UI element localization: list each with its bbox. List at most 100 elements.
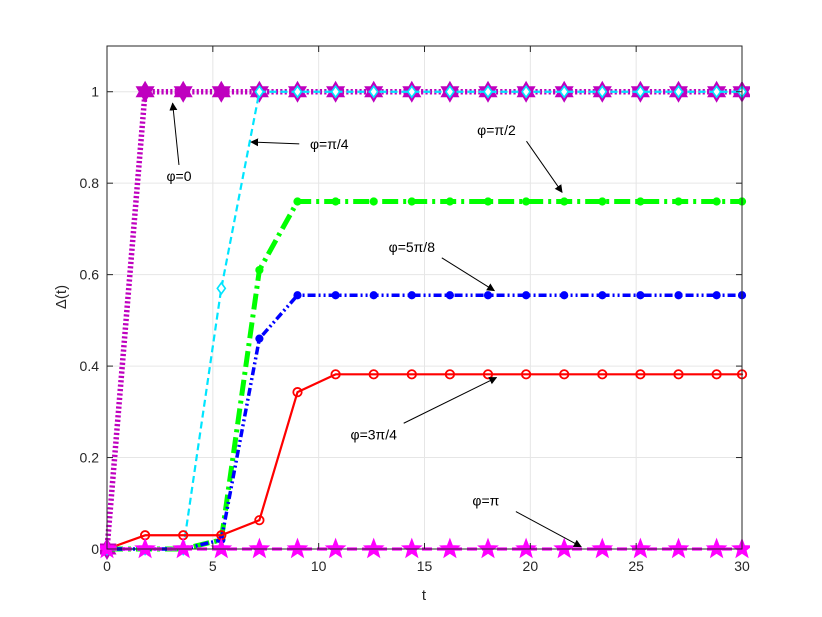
data-point xyxy=(597,84,608,99)
data-point xyxy=(591,537,614,559)
y-tick-label: 0 xyxy=(91,541,99,557)
y-tick-label: 0.4 xyxy=(80,358,100,374)
data-point xyxy=(635,369,646,380)
data-point xyxy=(407,197,416,206)
data-point xyxy=(629,537,652,559)
data-point xyxy=(483,84,493,99)
data-point xyxy=(134,537,156,559)
data-point xyxy=(673,369,684,380)
data-point xyxy=(286,537,309,559)
data-point xyxy=(560,197,569,206)
data-point xyxy=(248,537,271,559)
x-tick-label: 20 xyxy=(523,558,539,574)
data-point xyxy=(483,291,493,300)
data-point xyxy=(674,291,683,300)
annotation-arrow xyxy=(169,102,180,165)
x-tick-label: 30 xyxy=(734,558,750,574)
series-line xyxy=(105,373,744,551)
data-point xyxy=(172,537,195,559)
data-point xyxy=(598,291,607,300)
data-point xyxy=(439,537,461,559)
data-point xyxy=(560,291,569,300)
data-point xyxy=(369,291,378,300)
data-point xyxy=(521,84,532,99)
data-point xyxy=(400,537,423,559)
series-line xyxy=(107,198,742,552)
data-point xyxy=(362,537,385,559)
series-line xyxy=(107,293,742,551)
data-point xyxy=(255,334,264,343)
series-group xyxy=(100,80,750,560)
data-point xyxy=(100,537,118,559)
data-point xyxy=(216,281,227,296)
data-point xyxy=(559,369,570,380)
data-point xyxy=(712,197,721,206)
data-point xyxy=(407,291,416,300)
data-point xyxy=(597,369,608,380)
data-point xyxy=(293,197,302,206)
annotation-arrow xyxy=(403,377,498,424)
annotation-label: φ=π/4 xyxy=(310,136,349,152)
annotations: φ=0 φ=π/4 φ=π/2 φ=5π/8 φ=3π/4 φ=π xyxy=(166,102,582,548)
data-point xyxy=(444,84,455,99)
annotation-arrow xyxy=(250,138,300,147)
data-point xyxy=(292,84,303,99)
data-point xyxy=(293,291,302,300)
y-axis-label: Δ(t) xyxy=(53,285,70,309)
annotation-arrow xyxy=(441,257,496,292)
x-tick-label: 5 xyxy=(209,558,217,574)
data-point xyxy=(254,515,265,526)
data-point xyxy=(331,197,340,206)
data-point xyxy=(210,537,233,559)
axes: 0 5 10 15 20 25 30 0 0.2 0.4 0.6 0.8 1 xyxy=(80,45,750,574)
y-tick-label: 0.2 xyxy=(80,450,100,466)
data-point xyxy=(406,84,417,99)
data-point xyxy=(445,291,454,300)
data-point xyxy=(369,197,378,206)
data-point xyxy=(292,387,303,398)
data-point xyxy=(731,537,750,559)
data-point xyxy=(482,369,494,380)
data-point xyxy=(520,369,532,380)
data-point xyxy=(673,84,684,99)
data-point xyxy=(712,291,721,300)
data-point xyxy=(711,84,722,99)
data-point xyxy=(444,369,455,380)
data-point xyxy=(559,84,570,99)
x-tick-label: 25 xyxy=(628,558,644,574)
data-point xyxy=(711,369,722,380)
x-tick-label: 0 xyxy=(103,558,111,574)
y-tick-label: 0.6 xyxy=(80,267,100,283)
data-point xyxy=(406,369,417,380)
data-point xyxy=(636,197,645,206)
annotation-arrow xyxy=(526,140,563,193)
data-point xyxy=(330,369,341,380)
data-point xyxy=(324,537,347,559)
x-tick-label: 10 xyxy=(311,558,327,574)
series-line xyxy=(107,90,742,551)
data-point xyxy=(368,84,379,99)
annotation-label: φ=π/2 xyxy=(477,122,516,138)
data-point xyxy=(667,537,690,559)
annotation-label: φ=0 xyxy=(166,168,191,184)
data-point xyxy=(477,537,499,559)
data-point xyxy=(636,291,645,300)
data-point xyxy=(598,197,607,206)
annotation-label: φ=π xyxy=(472,493,499,509)
y-tick-label: 1 xyxy=(91,84,99,100)
data-point xyxy=(254,84,265,99)
data-point xyxy=(211,80,231,103)
data-point xyxy=(330,84,341,99)
data-point xyxy=(368,369,379,380)
data-point xyxy=(173,80,193,103)
data-point xyxy=(515,537,537,559)
data-point xyxy=(635,84,646,99)
annotation-arrow xyxy=(515,511,582,548)
data-point xyxy=(483,197,493,206)
data-point xyxy=(255,265,264,275)
x-axis-label: t xyxy=(422,587,427,604)
annotation-label: φ=5π/8 xyxy=(389,239,436,255)
data-point xyxy=(445,197,454,206)
annotation-label: φ=3π/4 xyxy=(351,426,398,442)
